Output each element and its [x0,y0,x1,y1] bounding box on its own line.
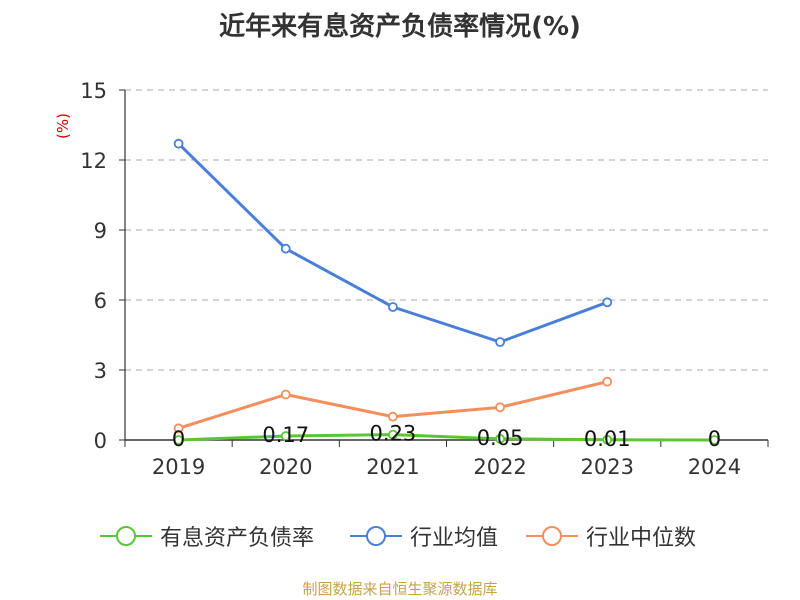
legend-label: 有息资产负债率 [160,526,315,551]
series-line-2 [177,142,608,344]
data-point-series-1 [280,431,291,441]
chart-title: 近年来有息资产负债率情况(%) [219,12,581,42]
data-point-series-3 [495,402,505,413]
data-point-series-2 [388,302,398,312]
data-point-series-3 [280,389,291,400]
data-point-series-1 [602,434,613,445]
data-point-series-1 [709,435,720,445]
data-point-series-3 [388,411,398,422]
legend-item-series-1[interactable]: 有息资产负债率 [98,520,314,552]
data-label: 0 [708,427,721,451]
y-tick-label: 12 [80,149,107,173]
data-label: 0.17 [262,423,309,447]
data-point-series-1 [495,433,505,444]
legend-item-series-3[interactable]: 行业中位数 [524,520,696,552]
data-label: 0.23 [370,422,417,446]
y-tick-label: 3 [94,359,107,383]
legend-item-series-2[interactable]: 行业均值 [348,520,498,552]
y-tick-label: 15 [80,79,107,103]
legend-label: 行业中位数 [586,526,697,551]
data-point-series-2 [495,337,505,347]
data-point-series-2 [280,243,291,254]
data-point-series-1 [388,429,398,440]
data-label: 0.01 [584,427,631,451]
legend-marker-icon [100,526,152,546]
legend-label: 行业均值 [410,526,499,551]
x-tick-label: 2020 [259,455,312,479]
data-point-series-1 [173,435,184,445]
y-tick-label: 6 [94,289,107,313]
source-note: 制图数据来自恒生聚源数据库 [302,580,498,598]
data-point-series-3 [173,423,184,434]
y-tick-label: 9 [94,219,107,243]
x-tick-label: 2021 [366,455,419,479]
series-line-1 [178,433,715,442]
x-tick-label: 2019 [152,455,205,479]
data-point-series-2 [173,138,184,149]
x-tick-label: 2023 [581,455,634,479]
data-point-series-3 [602,376,613,387]
y-tick-label: 0 [94,429,107,453]
x-tick-label: 2024 [688,455,741,479]
y-axis-label: (%) [54,113,72,139]
legend-marker-icon [526,526,578,546]
data-label: 0 [172,427,185,451]
data-label: 0.05 [477,426,524,450]
legend-marker-icon [350,526,402,546]
x-tick-label: 2022 [473,455,526,479]
data-point-series-2 [602,297,613,308]
